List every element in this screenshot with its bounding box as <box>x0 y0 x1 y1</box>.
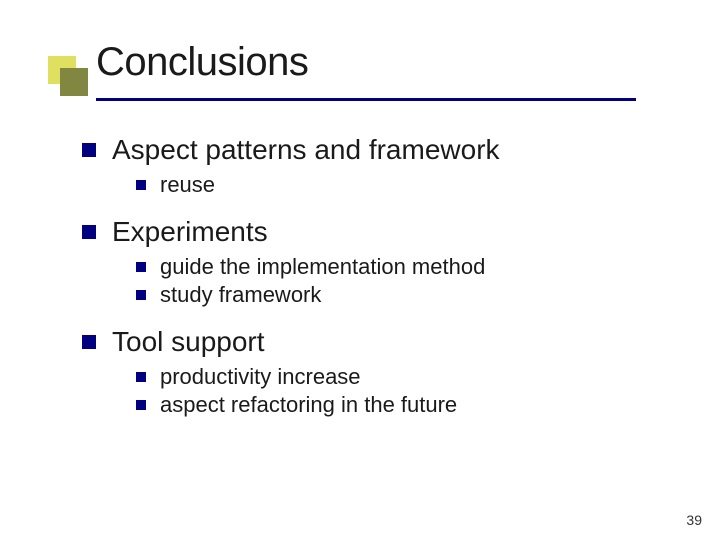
l2-text: guide the implementation method <box>160 254 485 280</box>
l2-text: productivity increase <box>160 364 361 390</box>
bullet-l2: reuse <box>136 172 662 198</box>
slide-title: Conclusions <box>96 40 308 85</box>
l1-text: Experiments <box>112 216 268 248</box>
square-bullet-icon <box>82 143 96 157</box>
bullet-l2: productivity increase <box>136 364 662 390</box>
square-bullet-icon <box>82 335 96 349</box>
page-number: 39 <box>686 512 702 528</box>
bullet-l2: aspect refactoring in the future <box>136 392 662 418</box>
slide-body: Aspect patterns and framework reuse Expe… <box>82 128 662 420</box>
bullet-l2: guide the implementation method <box>136 254 662 280</box>
title-underline <box>96 98 636 101</box>
l2-text: study framework <box>160 282 321 308</box>
l1-text: Tool support <box>112 326 265 358</box>
bullet-l2: study framework <box>136 282 662 308</box>
l1-text: Aspect patterns and framework <box>112 134 500 166</box>
bullet-l1: Aspect patterns and framework <box>82 134 662 166</box>
section-gap <box>82 310 662 320</box>
square-bullet-icon <box>136 372 146 382</box>
title-decor-front-square <box>60 68 88 96</box>
square-bullet-icon <box>136 290 146 300</box>
l2-text: reuse <box>160 172 215 198</box>
square-bullet-icon <box>82 225 96 239</box>
square-bullet-icon <box>136 400 146 410</box>
bullet-l1: Experiments <box>82 216 662 248</box>
l2-text: aspect refactoring in the future <box>160 392 457 418</box>
square-bullet-icon <box>136 262 146 272</box>
bullet-l1: Tool support <box>82 326 662 358</box>
square-bullet-icon <box>136 180 146 190</box>
slide: Conclusions Aspect patterns and framewor… <box>0 0 720 540</box>
section-gap <box>82 200 662 210</box>
